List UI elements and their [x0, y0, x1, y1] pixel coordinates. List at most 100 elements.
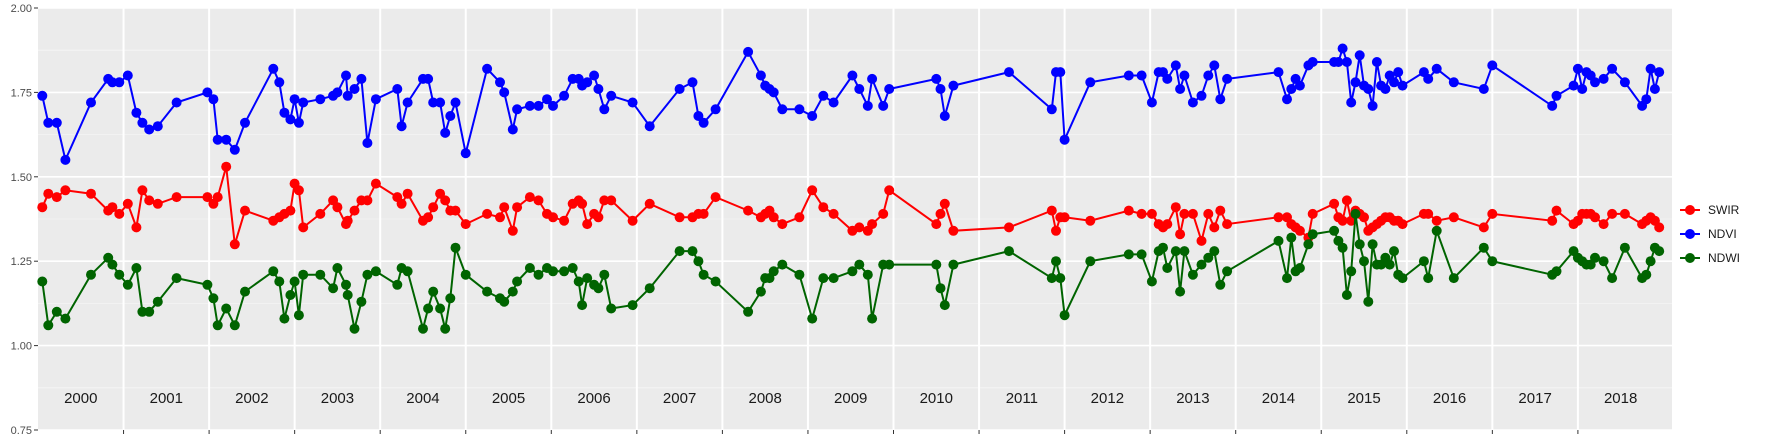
ndwi-point: [627, 300, 638, 311]
ndvi-point: [114, 77, 125, 88]
ndwi-point: [1337, 242, 1348, 253]
ndwi-point: [931, 259, 942, 270]
ndwi-point: [208, 293, 219, 304]
series-swir: [37, 161, 1665, 250]
swir-point: [828, 208, 839, 219]
ndvi-point: [687, 77, 698, 88]
ndwi-point: [1590, 252, 1600, 263]
ndwi-point: [445, 293, 456, 304]
swir-point: [1273, 212, 1284, 223]
ndvi-point: [285, 114, 296, 125]
swir-point: [131, 222, 142, 233]
swir-point: [450, 205, 461, 216]
ndvi-point: [818, 90, 829, 101]
ndvi-point: [268, 63, 279, 74]
ndvi-point: [208, 94, 219, 105]
swir-point: [559, 215, 570, 226]
ndwi-point: [1397, 273, 1408, 284]
ndvi-point: [440, 127, 451, 138]
swir-point: [1590, 212, 1600, 223]
ndvi-point: [862, 100, 873, 111]
ndvi-point: [884, 84, 895, 94]
ndwi-point: [573, 276, 584, 287]
swir-point: [202, 192, 213, 203]
swir-point: [644, 198, 655, 209]
swir-point: [285, 205, 296, 216]
ndvi-point: [1572, 63, 1583, 74]
ndwi-point: [298, 269, 309, 280]
ndwi-point: [1162, 263, 1173, 273]
ndvi-point: [356, 73, 367, 84]
ndwi-point: [1273, 235, 1284, 246]
ndwi-point: [202, 279, 213, 290]
ndvi-point: [1431, 63, 1442, 74]
ndwi-point: [1329, 225, 1340, 236]
swir-point: [935, 208, 946, 219]
ndvi-point: [1162, 73, 1173, 84]
ndwi-point: [240, 286, 250, 297]
swir-point: [423, 212, 434, 223]
swir-point: [349, 205, 360, 216]
ndwi-point: [1175, 286, 1186, 297]
ndwi-point: [1641, 269, 1652, 280]
ndvi-point: [599, 104, 610, 115]
ndvi-point: [674, 84, 685, 94]
ndwi-point: [1209, 246, 1220, 257]
swir-point: [1146, 208, 1157, 219]
ndwi-point: [289, 276, 300, 287]
ndwi-point: [1123, 249, 1134, 260]
ndvi-point: [743, 46, 754, 57]
swir-point: [1329, 198, 1340, 209]
ndwi-point: [402, 266, 413, 277]
swir-point: [332, 202, 343, 213]
ndwi-point: [1431, 225, 1442, 236]
swir-point: [743, 205, 754, 216]
ndwi-point: [524, 263, 535, 273]
ndvi-point: [1209, 60, 1220, 71]
swir-point: [152, 198, 163, 209]
ndwi-point: [315, 269, 326, 280]
y-tick-label: 1.50: [11, 172, 32, 184]
ndvi-point: [1307, 57, 1318, 67]
swir-point: [342, 215, 353, 226]
ndvi-point: [854, 84, 865, 94]
swir-point: [229, 239, 240, 250]
ndvi-point: [507, 124, 518, 135]
swir-point: [1215, 205, 1226, 216]
ndvi-point: [1282, 94, 1292, 105]
year-label: 2006: [577, 390, 610, 407]
year-label: 2012: [1091, 390, 1124, 407]
ndwi-point: [356, 296, 367, 307]
ndvi-point: [396, 121, 407, 132]
ndwi-point: [1051, 256, 1061, 267]
ndvi-point: [144, 124, 155, 135]
legend-label-ndvi: NDVI: [1708, 227, 1737, 241]
ndvi-point: [482, 63, 493, 74]
ndvi-point: [847, 70, 858, 81]
ndvi-point: [1187, 97, 1198, 108]
ndvi-point: [589, 70, 600, 81]
ndwi-point: [1179, 246, 1190, 257]
ndvi-point: [606, 90, 617, 101]
swir-point: [212, 192, 223, 203]
swir-point: [51, 192, 62, 203]
year-label: 2008: [748, 390, 781, 407]
year-label: 2000: [64, 390, 97, 407]
ndvi-point: [274, 77, 285, 88]
swir-point: [1487, 208, 1498, 219]
ndwi-point: [1203, 252, 1214, 263]
swir-point: [396, 198, 407, 209]
swir-point: [144, 195, 155, 206]
ndvi-point: [878, 100, 889, 111]
swir-point: [548, 212, 558, 223]
ndvi-point: [1046, 104, 1057, 115]
swir-point: [171, 192, 182, 203]
y-axis: 0.75 1.00 1.25 1.50 1.75 2.00: [11, 3, 38, 437]
ndvi-point: [1641, 94, 1652, 105]
legend-label-swir: SWIR: [1708, 203, 1740, 217]
ndvi-point: [332, 87, 343, 98]
ndvi-point: [1607, 63, 1618, 74]
swir-point: [60, 185, 71, 196]
ndvi-point: [1286, 84, 1297, 94]
ndwi-point: [1146, 276, 1157, 287]
